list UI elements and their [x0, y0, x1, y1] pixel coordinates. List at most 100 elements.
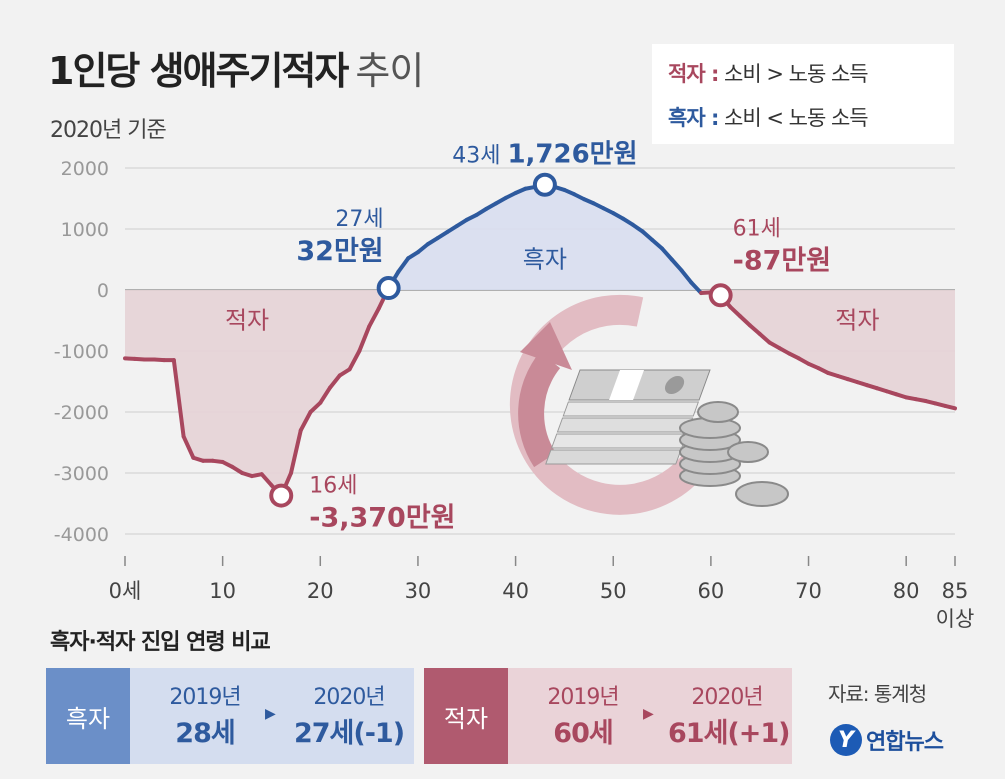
- logo-text: 연합뉴스: [866, 730, 944, 755]
- source-note: 자료: 통계청: [828, 682, 927, 706]
- deficit-card: 적자 2019년 60세 ▶ 2020년 61세(+1): [424, 668, 792, 764]
- series-line-segment: [298, 410, 313, 433]
- series-line-segment: [738, 314, 752, 328]
- deficit-2020-age: 61세(+1): [668, 718, 791, 749]
- zone-label: 적자: [835, 307, 879, 335]
- page-title: 1인당 생애주기적자 추이: [48, 40, 424, 95]
- series-line-segment: [415, 242, 430, 255]
- deficit-2019: 2019년 60세: [528, 680, 638, 752]
- chart-marks: [123, 172, 957, 508]
- y-tick-label: -3000: [54, 463, 109, 485]
- y-tick-label: -4000: [54, 524, 109, 546]
- life-cycle-chart: 2000 1000 0 -1000 -2000 -3000 -4000 0세 10 20 30 40…: [54, 140, 975, 631]
- series-line-segment: [308, 400, 323, 414]
- y-tick-label: -1000: [54, 341, 109, 363]
- x-tick-label: 0세: [109, 579, 142, 603]
- annotation-age: 27세: [335, 207, 383, 232]
- series-line-segment: [318, 385, 333, 405]
- annotation-value: 32만원: [296, 236, 383, 267]
- legend-deficit-key: 적자 :: [668, 62, 719, 86]
- x-tick-label: 70: [795, 579, 822, 603]
- series-line-segment: [757, 331, 772, 345]
- series-line-segment: [747, 323, 762, 336]
- zone-label: 흑자: [523, 246, 567, 274]
- series-line-segment: [328, 373, 342, 390]
- annotation-value: 1,726만원: [507, 140, 637, 170]
- deficit-card-body: 2019년 60세 ▶ 2020년 61세(+1): [508, 668, 792, 764]
- data-point-marker: [708, 283, 733, 308]
- x-tick-sublabel: 이상: [936, 607, 975, 631]
- arrow-right-icon: ▶: [643, 706, 654, 722]
- series-line-segment: [367, 306, 381, 329]
- series-line-segment: [689, 280, 704, 296]
- legend-deficit-desc: 소비 > 노동 소득: [724, 62, 869, 86]
- series-line-segment: [669, 257, 684, 273]
- deficit-area: [698, 290, 955, 409]
- annotation-age: 61세: [733, 216, 781, 241]
- series-line-segment: [679, 268, 694, 285]
- series-line-segment: [181, 434, 196, 460]
- x-tick-label: 85: [942, 579, 969, 603]
- surplus-2020: 2020년 27세(-1): [290, 680, 408, 752]
- surplus-2019: 2019년 28세: [150, 680, 260, 752]
- title-main: 1인당 생애주기적자: [48, 49, 349, 93]
- series-line-segment: [943, 403, 957, 411]
- annotation-age: 16세: [309, 474, 357, 499]
- series-line-segment: [396, 256, 411, 274]
- data-point-marker: [269, 483, 294, 508]
- legend: 적자 : 소비 > 노동 소득 흑자 : 소비 < 노동 소득: [652, 44, 954, 144]
- agency-logo: Y 연합뉴스: [830, 724, 944, 756]
- series-line-segment: [259, 472, 274, 488]
- data-point-marker: [376, 276, 401, 301]
- data-point-marker: [532, 172, 557, 197]
- deficit-tag: 적자: [424, 668, 508, 764]
- surplus-card-body: 2019년 28세 ▶ 2020년 27세(-1): [130, 668, 414, 764]
- surplus-2019-year: 2019년: [169, 685, 241, 710]
- y-tick-label: -2000: [54, 402, 109, 424]
- deficit-2019-year: 2019년: [547, 685, 619, 710]
- x-tick-label: 50: [600, 579, 627, 603]
- money-cycle-illustration: [509, 294, 789, 515]
- x-tick-label: 80: [893, 579, 920, 603]
- zone-label: 적자: [225, 307, 269, 335]
- chart-area-fills: [125, 184, 955, 496]
- legend-surplus: 흑자 : 소비 < 노동 소득: [668, 102, 869, 132]
- surplus-2019-age: 28세: [175, 718, 235, 749]
- deficit-2020-year: 2020년: [691, 685, 763, 710]
- series-line-segment: [650, 237, 665, 251]
- arrow-right-icon: ▶: [265, 706, 276, 722]
- title-sub: 추이: [355, 49, 424, 93]
- series-line-segment: [357, 324, 372, 353]
- legend-surplus-key: 흑자 :: [668, 106, 719, 130]
- deficit-2020: 2020년 61세(+1): [668, 680, 791, 752]
- y-tick-label: 1000: [61, 219, 109, 241]
- legend-surplus-desc: 소비 < 노동 소득: [724, 106, 869, 130]
- series-line-segment: [289, 428, 303, 475]
- series-line-segment: [728, 305, 743, 319]
- annotation-value: -87만원: [733, 245, 831, 276]
- chart-axes: 0세 10 20 30 40 50 60 70 80 85 이상: [109, 556, 975, 631]
- basis-note: 2020년 기준: [50, 118, 167, 143]
- surplus-card: 흑자 2019년 28세 ▶ 2020년 27세(-1): [46, 668, 414, 764]
- legend-deficit: 적자 : 소비 > 노동 소득: [668, 58, 869, 88]
- surplus-tag: 흑자: [46, 668, 130, 764]
- series-line-segment: [347, 349, 362, 372]
- annotation-label: 43세 1,726만원: [452, 140, 637, 170]
- y-tick-label: 0: [97, 280, 109, 302]
- surplus-area: [387, 184, 699, 290]
- series-line-segment: [640, 229, 655, 242]
- x-tick-label: 10: [209, 579, 236, 603]
- deficit-2019-age: 60세: [553, 718, 613, 749]
- series-line-segment: [660, 246, 674, 262]
- y-tick-label: 2000: [61, 158, 109, 180]
- comparison-title: 흑자·적자 진입 연령 비교: [50, 630, 271, 655]
- x-tick-label: 30: [405, 579, 432, 603]
- surplus-2020-age: 27세(-1): [293, 718, 405, 749]
- series-line-segment: [171, 358, 186, 439]
- annotation-value: -3,370만원: [309, 503, 455, 534]
- deficit-area: [125, 290, 388, 496]
- x-tick-label: 20: [307, 579, 334, 603]
- x-tick-label: 40: [502, 579, 529, 603]
- annotation-age: 43세: [452, 144, 507, 169]
